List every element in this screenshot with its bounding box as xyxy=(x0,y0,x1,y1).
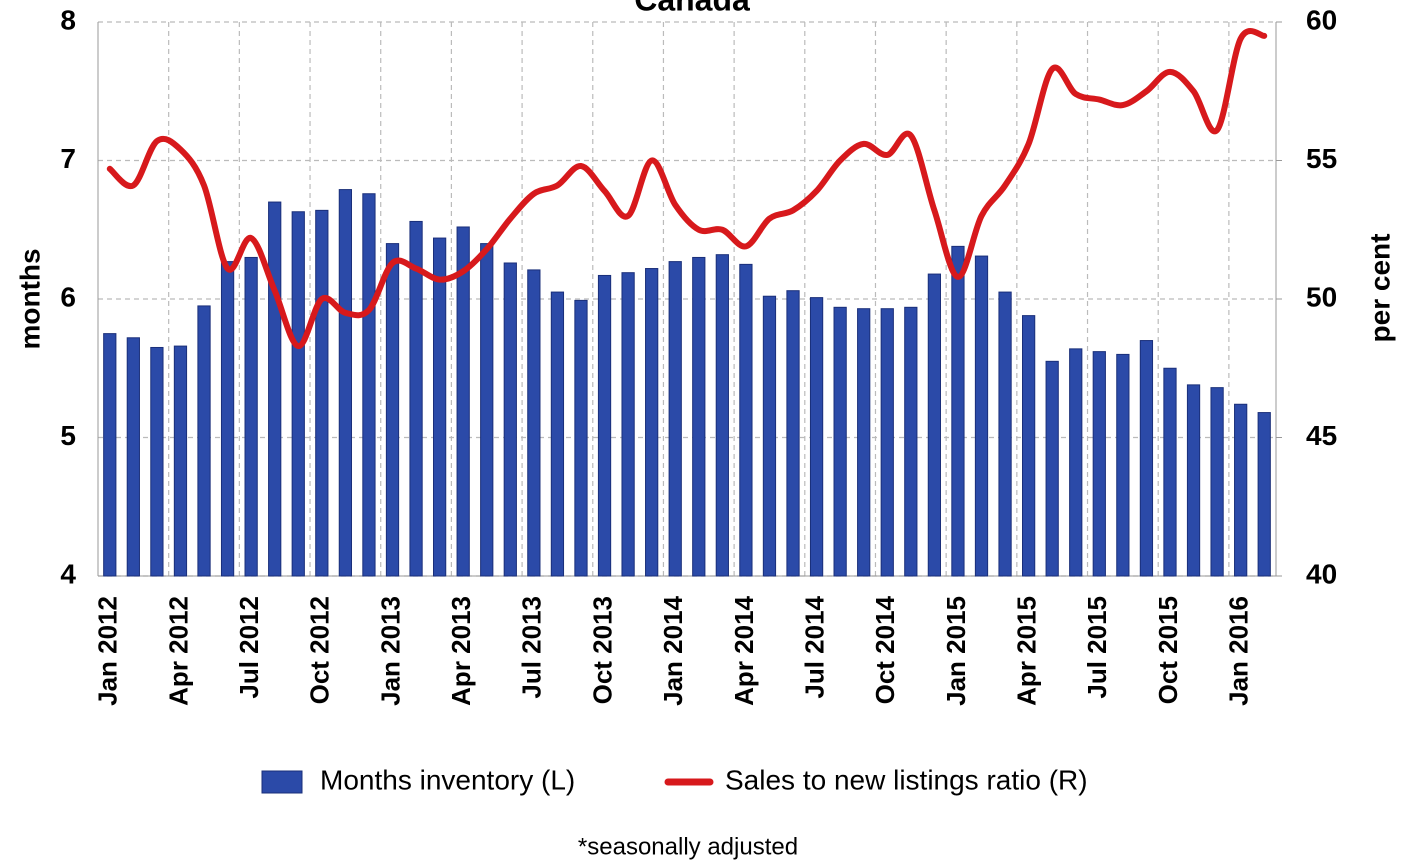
bar xyxy=(574,299,588,577)
bar xyxy=(197,305,211,577)
x-tick-label: Jul 2015 xyxy=(1082,596,1112,699)
bar xyxy=(762,295,777,577)
x-tick-label: Jul 2012 xyxy=(234,596,264,699)
x-tick-label: Jan 2016 xyxy=(1224,596,1254,706)
bar xyxy=(480,243,494,577)
bar xyxy=(1234,403,1248,577)
bar xyxy=(1092,351,1106,577)
legend-swatch xyxy=(261,770,303,794)
y2-tick-label: 55 xyxy=(1306,143,1337,174)
x-tick-label: Apr 2012 xyxy=(163,596,193,706)
bar xyxy=(338,189,353,577)
bar xyxy=(715,254,729,577)
x-tick-label: Jul 2013 xyxy=(517,596,547,699)
bar xyxy=(503,262,517,577)
bar xyxy=(951,245,965,577)
x-tick-label: Jan 2013 xyxy=(375,596,405,706)
bar xyxy=(527,269,541,577)
bar xyxy=(927,273,942,577)
x-tick-label: Apr 2014 xyxy=(729,595,759,705)
bar xyxy=(103,333,117,577)
bar xyxy=(409,220,423,577)
bar xyxy=(904,306,918,577)
bar xyxy=(550,291,565,577)
bar xyxy=(880,308,894,577)
x-tick-label: Jul 2014 xyxy=(799,595,829,698)
y2-tick-label: 40 xyxy=(1306,558,1337,589)
bar xyxy=(291,211,305,577)
footnote: *seasonally adjusted xyxy=(578,833,798,860)
bar xyxy=(432,237,447,577)
bar xyxy=(833,306,847,577)
y2-tick-label: 45 xyxy=(1306,420,1337,451)
y2-tick-label: 60 xyxy=(1306,4,1337,35)
bar xyxy=(1021,315,1036,577)
y-tick-label: 4 xyxy=(60,558,76,589)
bar xyxy=(362,193,376,577)
bar xyxy=(1210,387,1224,577)
x-tick-label: Apr 2013 xyxy=(446,596,476,706)
y-axis-label: months xyxy=(14,248,45,349)
line xyxy=(106,28,1268,350)
bar xyxy=(739,263,753,577)
y-tick-label: 7 xyxy=(60,143,76,174)
bar xyxy=(668,261,682,577)
legend-label: Months inventory (L) xyxy=(320,764,575,795)
bar xyxy=(244,256,258,577)
chart-title: Canada xyxy=(634,0,750,17)
bar xyxy=(1045,360,1059,577)
bar xyxy=(645,268,659,577)
y-tick-label: 5 xyxy=(60,420,76,451)
x-tick-label: Jan 2015 xyxy=(941,596,971,706)
bar xyxy=(1163,367,1177,577)
x-tick-label: Oct 2015 xyxy=(1153,596,1183,704)
x-tick-label: Oct 2012 xyxy=(305,596,335,704)
bar xyxy=(857,308,871,577)
bar xyxy=(974,255,989,577)
bar xyxy=(220,261,235,577)
bar xyxy=(1069,348,1083,577)
y-tick-label: 8 xyxy=(60,4,76,35)
x-tick-label: Oct 2013 xyxy=(587,596,617,704)
bar xyxy=(315,209,329,577)
y-tick-label: 6 xyxy=(60,281,76,312)
x-tick-label: Apr 2015 xyxy=(1011,596,1041,706)
bar xyxy=(1139,340,1154,577)
bar xyxy=(597,274,612,577)
x-tick-label: Jan 2014 xyxy=(658,595,688,705)
bar xyxy=(173,345,188,577)
bar xyxy=(126,337,140,577)
legend-label: Sales to new listings ratio (R) xyxy=(725,764,1088,795)
bar xyxy=(150,346,164,577)
bar xyxy=(1116,353,1130,577)
bar xyxy=(456,226,470,577)
bar xyxy=(1186,384,1201,577)
y2-tick-label: 50 xyxy=(1306,281,1337,312)
bar xyxy=(268,201,282,577)
bar xyxy=(809,297,824,577)
bar xyxy=(1257,412,1271,577)
bar xyxy=(385,243,400,577)
x-tick-label: Oct 2014 xyxy=(870,595,900,704)
bar xyxy=(621,272,635,577)
x-tick-label: Jan 2012 xyxy=(93,596,123,706)
bar xyxy=(692,256,706,577)
y2-axis-label: per cent xyxy=(1364,234,1395,343)
bar xyxy=(998,291,1012,577)
bar xyxy=(786,290,800,577)
